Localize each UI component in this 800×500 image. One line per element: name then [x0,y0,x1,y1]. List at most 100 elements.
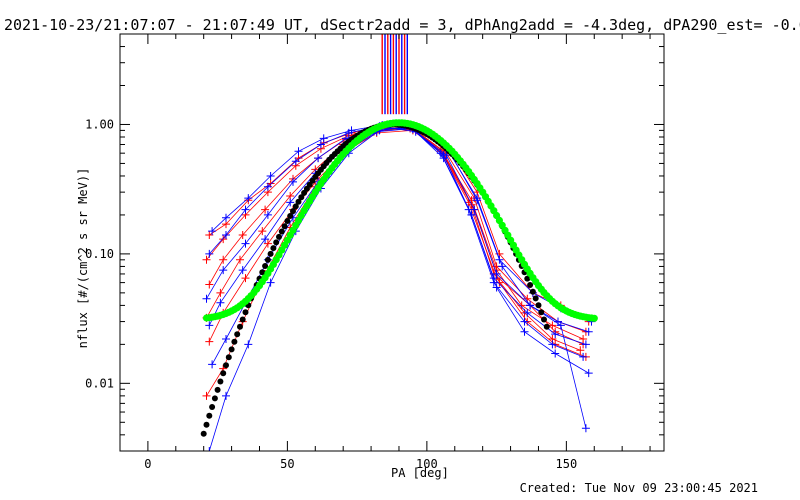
data-point-blue [208,227,217,236]
data-point-red [263,239,272,248]
data-point-blue [581,340,590,349]
data-point-blue [241,205,250,214]
dot-black [284,218,291,224]
data-point-blue [523,308,532,317]
axes-group: 0 50 100 150 0.01 0.10 1.00 [85,33,665,471]
data-point-blue [467,210,476,219]
dot-black [270,245,277,252]
data-point-blue [294,147,303,156]
data-point-red [241,274,250,283]
dot-black [281,223,288,230]
data-point-red [576,346,585,355]
data-point-blue [316,140,325,149]
data-point-blue [222,391,230,400]
y-tick-label: 0.01 [85,376,114,390]
data-point-blue [520,317,529,326]
dot-black [538,309,545,316]
y-tick-label: 0.10 [85,247,114,261]
dot-black [200,430,207,437]
dot-green [590,314,598,322]
data-point-blue [222,213,230,222]
data-point-blue [244,194,253,203]
data-point-blue [581,424,590,433]
dot-black [295,198,302,205]
data-point-blue [314,154,323,163]
data-point-red [579,335,588,343]
data-point-blue [205,321,214,330]
dot-black [298,194,305,201]
plot-frame [119,33,665,452]
data-point-red [517,301,526,310]
x-tick-label: 0 [144,457,151,471]
dot-black [223,362,229,369]
data-point-red [219,235,228,244]
dot-black [287,213,294,219]
dot-black [292,203,299,210]
data-point-blue [266,278,275,287]
data-point-red [205,280,214,289]
data-point-blue [551,349,560,358]
data-point-blue [520,327,529,336]
dot-black [276,233,282,240]
data-point-blue [584,327,593,336]
x-tick-label: 150 [556,457,578,471]
dot-black [535,302,542,309]
series-line-blue-7 [209,125,589,333]
series-line-blue-8 [206,127,587,345]
dot-black [203,421,210,428]
dot-black [237,323,243,330]
dot-black [273,239,280,246]
dot-black [225,354,232,361]
data-point-blue [548,340,557,349]
data-point-red [236,255,244,264]
data-point-blue [261,235,270,244]
dot-black [267,250,274,257]
data-point-blue [551,330,560,339]
data-point-blue [289,177,297,186]
data-point-blue [208,360,217,369]
dot-black [532,295,539,302]
dot-black [214,386,221,393]
data-point-blue [556,321,565,330]
dot-black [234,331,241,338]
data-point-blue [205,249,214,258]
data-point-red [202,255,211,264]
data-point-red [261,205,270,214]
created-timestamp: Created: Tue Nov 09 23:00:45 2021 [519,481,758,495]
data-point-blue [219,266,228,275]
data-point-blue [222,335,230,343]
data-point-blue [498,262,507,271]
dot-black [242,309,249,316]
x-axis-label: PA [deg] [391,466,449,480]
dot-black [228,346,235,353]
x-tick-label: 100 [416,457,438,471]
x-tick-label: 50 [280,457,294,471]
data-point-red [216,288,225,297]
data-point-blue [526,301,535,310]
data-point-blue [319,134,328,143]
data-point-red [258,227,267,236]
data-point-blue [263,210,272,219]
y-tick-label: 1.00 [85,117,114,131]
dot-black [527,282,534,288]
data-point-red [202,391,211,400]
data-point-blue [344,128,353,137]
dot-black [264,256,271,263]
dot-black [543,323,550,330]
data-point-blue [492,283,501,292]
dot-black [529,288,536,295]
data-point-blue [286,198,295,207]
data-point-blue [241,239,250,248]
data-point-blue [291,157,300,166]
data-point-blue [238,266,247,275]
dot-black [541,316,547,323]
data-point-blue [266,172,275,180]
data-point-red [238,231,247,239]
data-point-blue [222,231,230,239]
data-point-blue [205,447,214,451]
dot-black [239,316,246,323]
dot-black [209,404,216,410]
dot-black [259,269,266,276]
data-point-red [548,321,557,330]
